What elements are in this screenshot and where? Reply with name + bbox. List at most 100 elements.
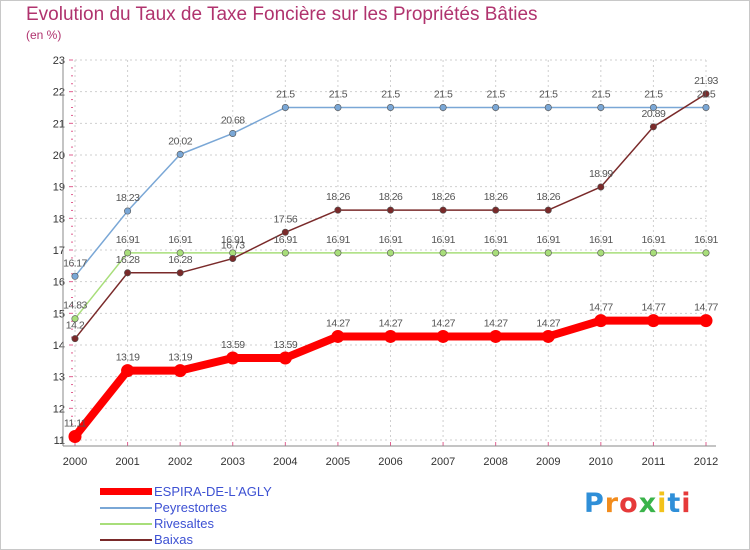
data-label: 16.91 <box>642 234 666 246</box>
data-label: 16.91 <box>221 234 245 246</box>
data-label: 14.2 <box>66 320 85 332</box>
data-point <box>68 430 82 444</box>
data-point <box>281 249 289 257</box>
x-tick-label: 2009 <box>536 456 560 468</box>
data-label: 16.91 <box>536 234 560 246</box>
data-point <box>281 228 289 236</box>
data-label: 13.19 <box>168 352 192 364</box>
data-point <box>229 129 237 137</box>
data-label: 20.02 <box>168 135 192 147</box>
data-point <box>649 249 657 257</box>
data-label: 21.93 <box>694 75 718 87</box>
y-tick-label: 23 <box>53 55 65 67</box>
y-tick-label: 18 <box>53 213 65 225</box>
data-point <box>489 329 503 343</box>
legend-label: Rivesaltes <box>154 516 214 531</box>
data-label: 21.5 <box>592 89 611 101</box>
logo-letter: o <box>619 488 639 519</box>
x-tick-label: 2002 <box>168 456 192 468</box>
data-label: 14.27 <box>431 317 455 329</box>
data-point <box>597 104 605 112</box>
data-label: 13.59 <box>221 339 245 351</box>
data-label: 16.28 <box>116 254 140 266</box>
x-tick-label: 2001 <box>115 456 139 468</box>
legend-label: ESPIRA-DE-L'AGLY <box>154 484 272 499</box>
data-point <box>702 104 710 112</box>
y-tick-label: 15 <box>53 308 65 320</box>
series <box>68 90 713 444</box>
data-point <box>121 364 135 378</box>
data-label: 21.5 <box>434 89 453 101</box>
data-label: 14.77 <box>642 302 666 314</box>
data-label: 14.83 <box>63 300 87 312</box>
logo-letter: x <box>638 488 658 519</box>
data-point <box>649 104 657 112</box>
data-labels: 11.11 13.19 13.19 13.59 13.59 14.27 14.27 14.27… <box>63 75 719 430</box>
data-point <box>702 249 710 257</box>
legend-swatch <box>100 488 152 495</box>
data-point <box>71 335 79 343</box>
y-tick-label: 14 <box>53 340 65 352</box>
data-point <box>124 207 132 215</box>
y-tick-label: 11 <box>54 435 65 447</box>
data-label: 16.91 <box>694 234 718 246</box>
x-tick-label: 2003 <box>221 456 245 468</box>
x-tick-label: 2007 <box>431 456 455 468</box>
y-tick-label: 12 <box>53 403 65 415</box>
data-point <box>702 90 710 98</box>
data-point <box>281 104 289 112</box>
data-point <box>699 314 713 328</box>
data-label: 14.27 <box>326 317 350 329</box>
data-label: 16.91 <box>431 234 455 246</box>
data-point <box>386 249 394 257</box>
data-label: 20.89 <box>642 108 666 120</box>
axes: 11 12 13 14 15 16 17 18 19 20 21 22 23 2000 2001 2002 20… <box>53 55 718 468</box>
legend-label: Peyrestortes <box>154 500 227 515</box>
legend-swatch <box>100 539 152 541</box>
data-label: 13.59 <box>273 339 297 351</box>
data-label: 21.5 <box>697 89 716 101</box>
data-label: 16.91 <box>484 234 508 246</box>
data-label: 21.5 <box>329 89 348 101</box>
data-point <box>386 104 394 112</box>
data-point <box>124 269 132 277</box>
x-tick-label: 2008 <box>483 456 507 468</box>
data-label: 16.91 <box>273 234 297 246</box>
data-label: 16.28 <box>168 254 192 266</box>
legend-swatch <box>100 523 152 525</box>
data-label: 18.26 <box>484 191 508 203</box>
data-label: 14.77 <box>694 302 718 314</box>
data-label: 16.91 <box>168 234 192 246</box>
data-label: 16.17 <box>63 257 87 269</box>
data-label: 14.27 <box>379 317 403 329</box>
data-point <box>439 206 447 214</box>
data-label: 21.5 <box>276 89 295 101</box>
logo-letter: t <box>667 488 682 519</box>
data-point <box>71 272 79 280</box>
data-label: 20.68 <box>221 114 245 126</box>
y-tick-label: 13 <box>53 372 65 384</box>
data-point <box>597 249 605 257</box>
data-point <box>71 315 79 323</box>
data-label: 16.91 <box>589 234 613 246</box>
data-point <box>544 104 552 112</box>
x-tick-label: 2000 <box>63 456 87 468</box>
data-point <box>439 104 447 112</box>
data-label: 18.23 <box>116 192 140 204</box>
data-label: 18.26 <box>431 191 455 203</box>
y-tick-label: 17 <box>53 245 65 257</box>
data-label: 13.19 <box>116 352 140 364</box>
y-tick-label: 20 <box>53 150 65 162</box>
data-label: 21.5 <box>644 89 663 101</box>
chart-subtitle: (en %) <box>26 28 62 42</box>
y-tick-label: 22 <box>53 87 65 99</box>
logo-letter: r <box>604 488 620 519</box>
data-label: 14.27 <box>536 317 560 329</box>
data-label: 14.27 <box>484 317 508 329</box>
data-point <box>386 206 394 214</box>
data-point <box>176 150 184 158</box>
x-tick-label: 2012 <box>694 456 718 468</box>
data-point <box>173 364 187 378</box>
data-point <box>278 351 292 365</box>
y-tick-label: 16 <box>53 277 65 289</box>
